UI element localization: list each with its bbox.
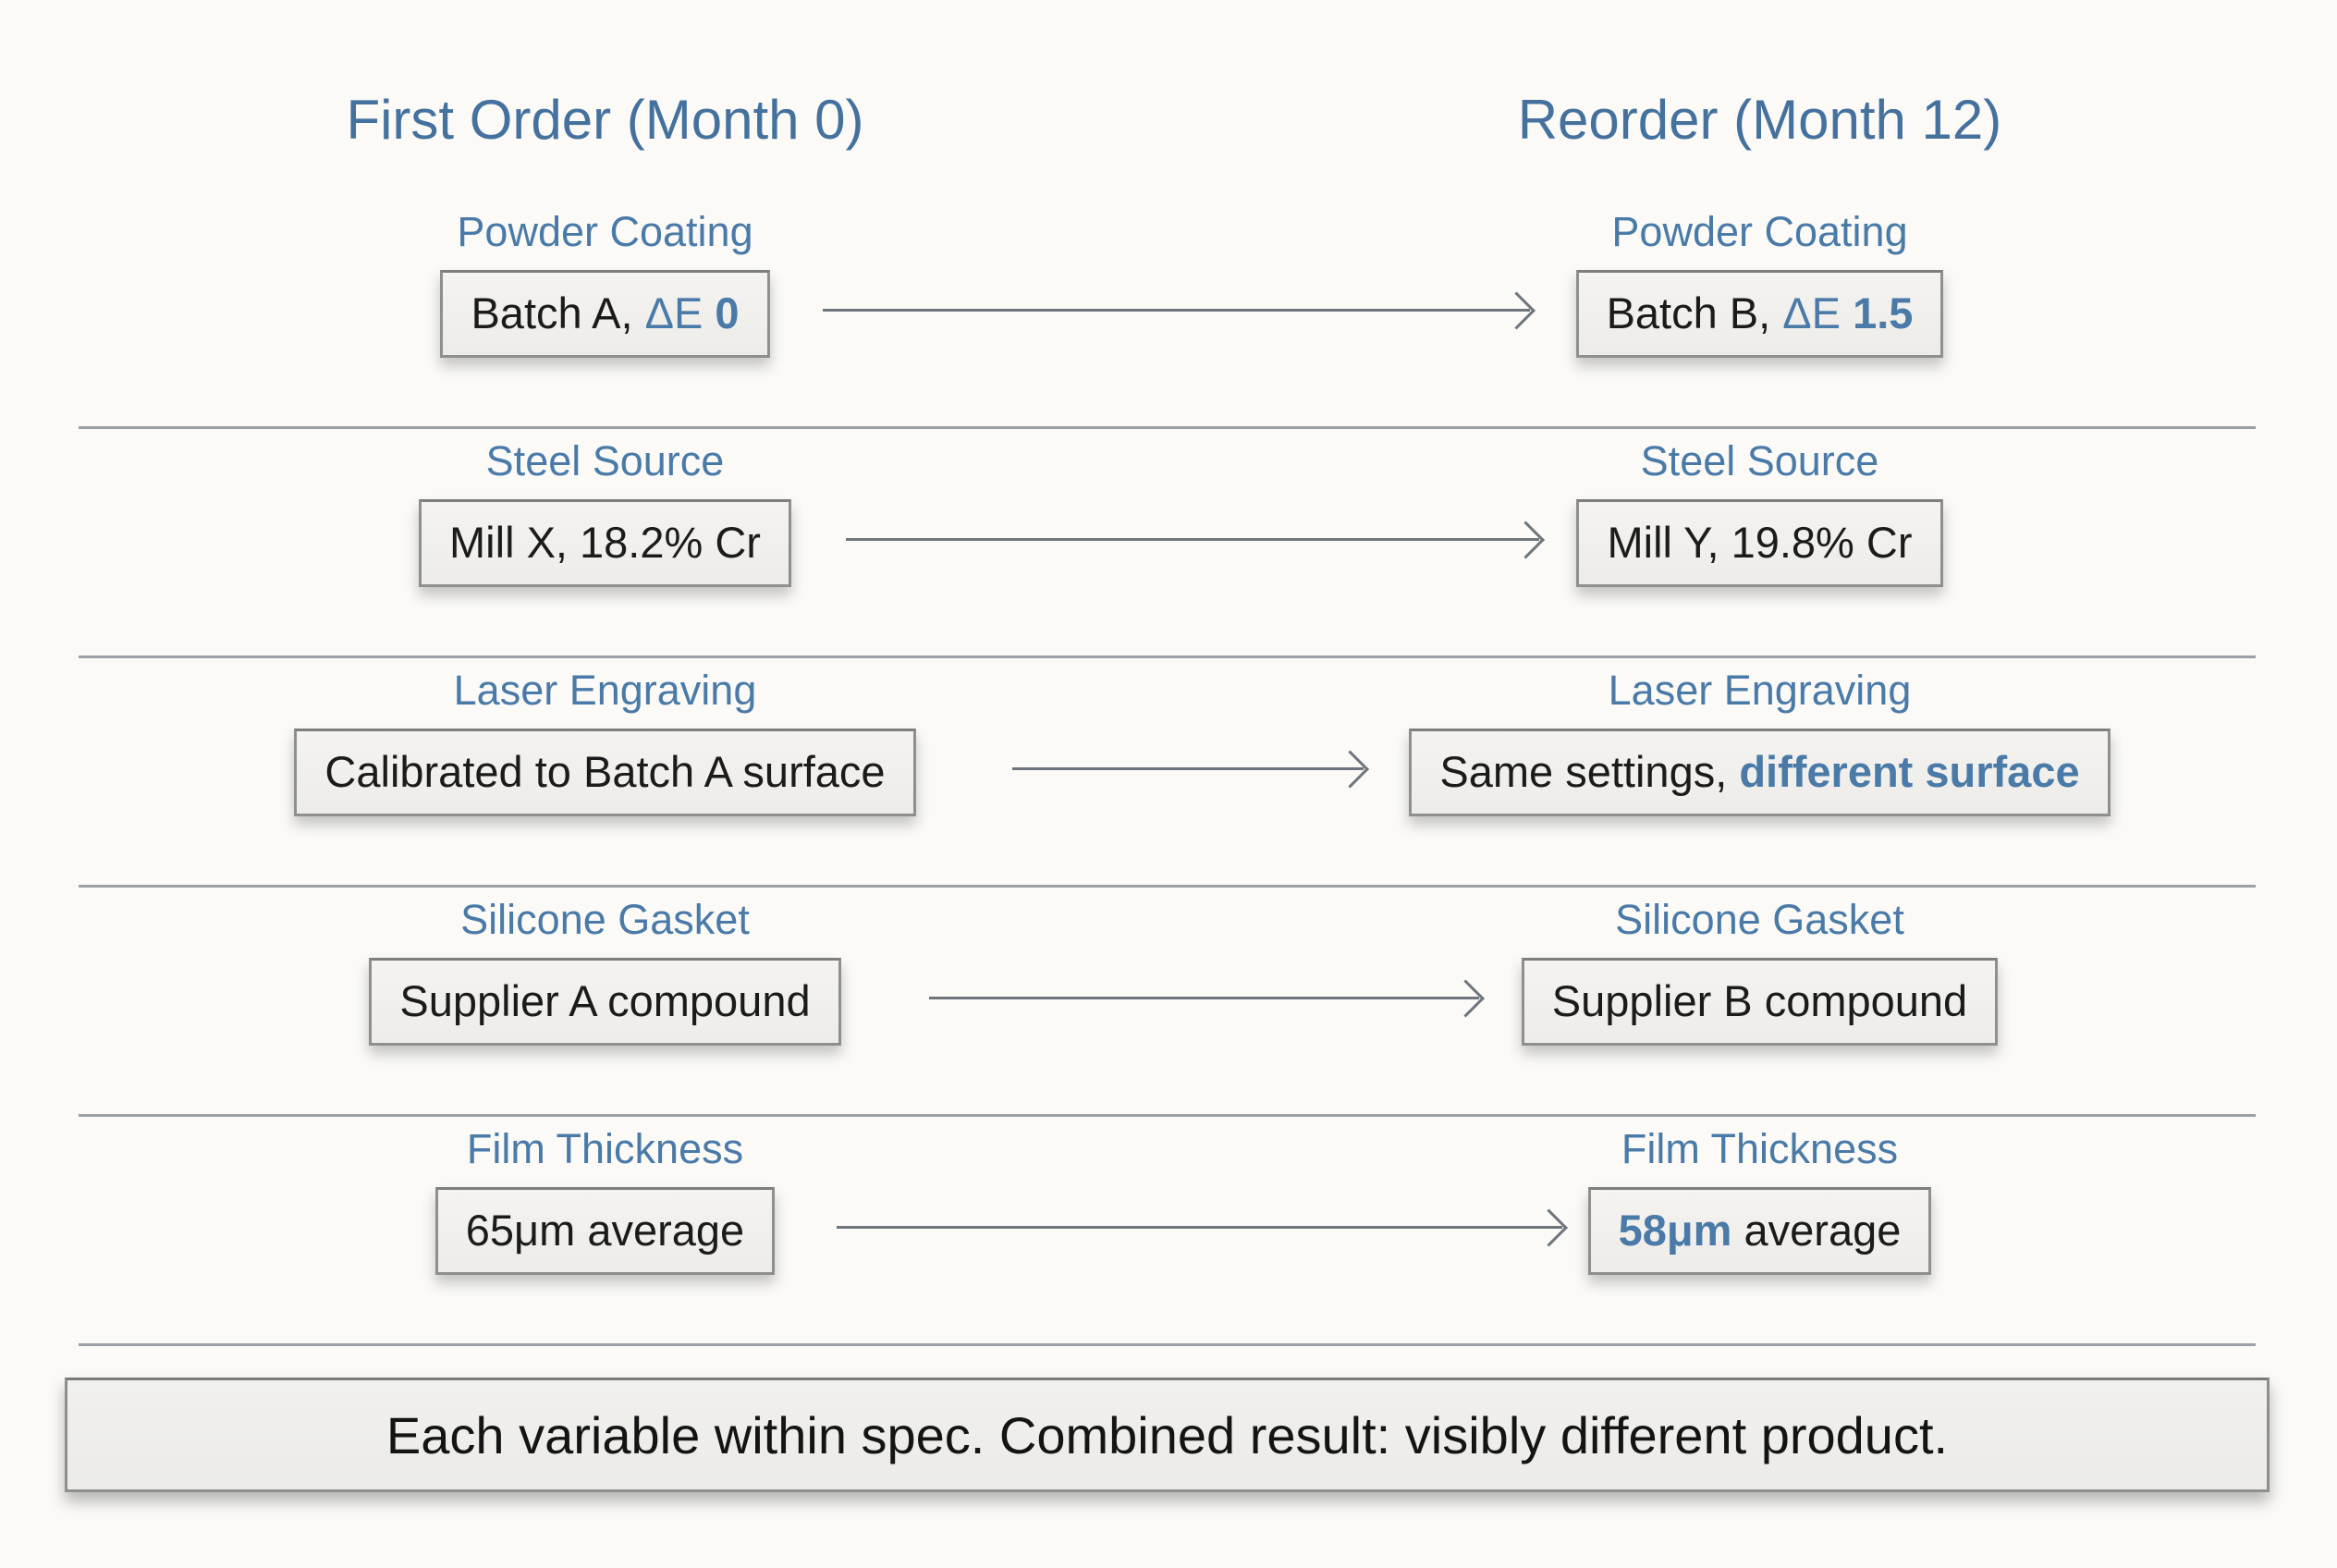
value-box: Supplier B compound — [1521, 958, 1999, 1046]
row-label: Silicone Gasket — [1615, 896, 1904, 943]
right-arrow-icon — [929, 997, 1479, 999]
row-label: Laser Engraving — [453, 667, 757, 714]
value-box: Batch B, ΔE 1.5 — [1575, 270, 1944, 358]
value-box: Mill X, 18.2% Cr — [419, 499, 791, 587]
box-text-segment: Mill Y, 19.8% Cr — [1607, 518, 1913, 567]
box-text-segment: Mill X, 18.2% Cr — [449, 518, 761, 567]
box-text-segment: 1.5 — [1853, 288, 1914, 337]
comparison-rows: Powder Coating Batch A, ΔE 0 Powder Coat… — [0, 200, 2337, 1346]
right-arrow-icon — [1012, 767, 1364, 770]
row-label: Film Thickness — [466, 1125, 744, 1172]
reorder-cell: Steel Source Mill Y, 19.8% Cr — [1182, 429, 2337, 658]
box-text-segment: Same settings, — [1439, 747, 1740, 796]
box-text-segment: Supplier A compound — [399, 976, 811, 1025]
box-text-segment: different surface — [1739, 747, 2080, 796]
right-arrow-icon — [846, 538, 1539, 541]
box-text-segment: ΔE — [644, 288, 716, 337]
reorder-cell: Powder Coating Batch B, ΔE 1.5 — [1182, 200, 2337, 429]
right-arrow-icon — [823, 309, 1530, 312]
column-headers: First Order (Month 0) Reorder (Month 12) — [0, 0, 2337, 152]
first-order-cell: Steel Source Mill X, 18.2% Cr — [28, 429, 1182, 658]
reorder-cell: Film Thickness 58μm average — [1182, 1117, 2337, 1346]
box-text-segment: 58μm — [1618, 1206, 1744, 1255]
row-label: Steel Source — [1640, 437, 1879, 484]
row-label: Film Thickness — [1621, 1125, 1899, 1172]
box-text-segment: Batch A, — [471, 288, 645, 337]
right-arrow-icon — [837, 1226, 1562, 1229]
comparison-row-steel-source: Steel Source Mill X, 18.2% Cr Steel Sour… — [0, 429, 2337, 658]
box-text-segment: ΔE — [1782, 288, 1854, 337]
box-text-segment: average — [1744, 1206, 1902, 1255]
comparison-row-film-thickness: Film Thickness 65μm average Film Thickne… — [0, 1117, 2337, 1346]
value-box: Same settings, different surface — [1409, 729, 2111, 816]
box-text-segment: Calibrated to Batch A surface — [324, 747, 886, 796]
column-header-reorder: Reorder (Month 12) — [1517, 89, 2002, 151]
row-label: Powder Coating — [457, 208, 753, 255]
reorder-cell: Laser Engraving Same settings, different… — [1182, 658, 2337, 888]
box-text-segment: Batch B, — [1606, 288, 1783, 337]
comparison-row-powder-coating: Powder Coating Batch A, ΔE 0 Powder Coat… — [0, 200, 2337, 429]
value-box: Batch A, ΔE 0 — [440, 270, 770, 358]
box-text-segment: Supplier B compound — [1551, 976, 1968, 1025]
row-label: Steel Source — [485, 437, 725, 484]
value-box: Supplier A compound — [369, 958, 841, 1046]
first-order-cell: Film Thickness 65μm average — [28, 1117, 1182, 1346]
value-box: 58μm average — [1587, 1187, 1932, 1275]
value-box: 65μm average — [434, 1187, 776, 1275]
summary-banner: Each variable within spec. Combined resu… — [65, 1378, 2270, 1492]
box-text-segment: 0 — [715, 288, 740, 337]
first-order-cell: Silicone Gasket Supplier A compound — [28, 888, 1182, 1117]
first-order-cell: Powder Coating Batch A, ΔE 0 — [28, 200, 1182, 429]
row-label: Powder Coating — [1611, 208, 1908, 255]
comparison-row-silicone-gasket: Silicone Gasket Supplier A compound Sili… — [0, 888, 2337, 1117]
first-order-cell: Laser Engraving Calibrated to Batch A su… — [28, 658, 1182, 888]
row-label: Silicone Gasket — [460, 896, 750, 943]
box-text-segment: 65μm average — [465, 1206, 745, 1255]
row-label: Laser Engraving — [1608, 667, 1912, 714]
comparison-row-laser-engraving: Laser Engraving Calibrated to Batch A su… — [0, 658, 2337, 888]
column-header-first-order: First Order (Month 0) — [346, 89, 864, 151]
value-box: Mill Y, 19.8% Cr — [1576, 499, 1943, 587]
value-box: Calibrated to Batch A surface — [294, 729, 916, 816]
reorder-cell: Silicone Gasket Supplier B compound — [1182, 888, 2337, 1117]
